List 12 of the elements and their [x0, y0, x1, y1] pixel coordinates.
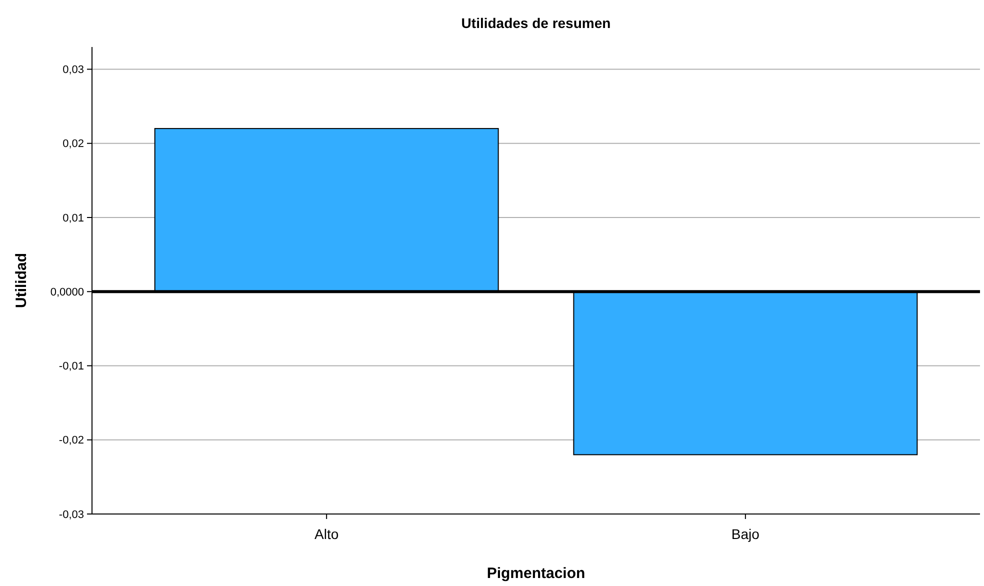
y-tick-label: -0,02	[58, 434, 84, 447]
y-tick-label: 0,03	[62, 64, 84, 76]
y-tick-label: -0,03	[58, 508, 84, 521]
y-axis-title: Utilidad	[13, 253, 30, 308]
y-tick-label: 0,01	[62, 212, 84, 224]
y-tick-label: -0,01	[58, 360, 84, 373]
x-axis-title: Pigmentacion	[486, 565, 586, 582]
y-tick-label: 0,0000	[50, 286, 84, 298]
x-tick-label: Alto	[314, 526, 339, 542]
chart-title: Utilidades de resumen	[461, 15, 611, 31]
y-tick-label: 0,02	[62, 138, 84, 150]
x-tick-label: Bajo	[731, 526, 760, 542]
